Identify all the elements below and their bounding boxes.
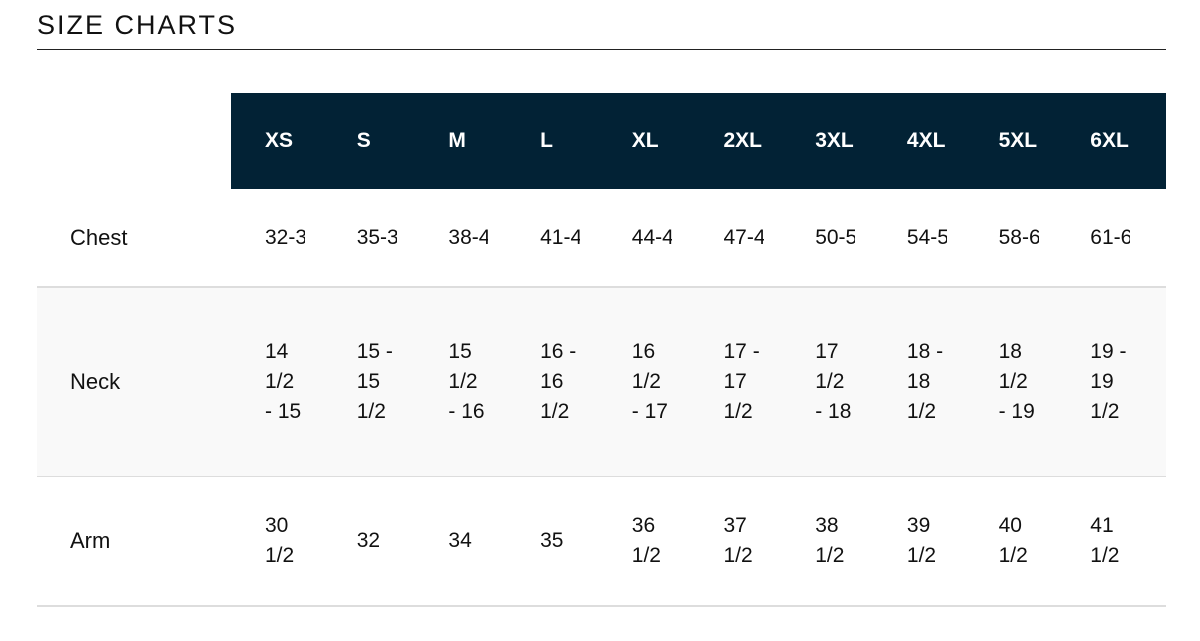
column-header: M (448, 129, 466, 152)
table-cell: 19 - 19 1/2 (1090, 288, 1132, 476)
cell-text: 17 1/2 - 18 (815, 340, 852, 423)
column-header: S (356, 129, 371, 152)
cell-text: 14 1/2 - 15 (265, 340, 302, 423)
cell-text: 32-34 (265, 225, 305, 249)
table-cell: 50-53 (815, 189, 855, 286)
table-cell: 37 1/2 (724, 477, 766, 605)
row-label: Chest (70, 224, 128, 250)
table-cell: 41-43 (540, 189, 580, 286)
cell-text: 50-53 (815, 225, 856, 249)
table-cell: 35 (540, 477, 582, 605)
table-cell: 61-63 (1090, 189, 1130, 286)
cell-text: 17 - 17 1/2 (723, 340, 760, 423)
cell-text: 58-60 (998, 225, 1039, 249)
table-cell: 14 1/2 - 15 (265, 288, 307, 476)
table-cell: 44-46 (632, 189, 672, 286)
column-header: 4XL (906, 129, 946, 152)
cell-text: 41-43 (540, 225, 581, 249)
title-rule (37, 49, 1166, 50)
table-cell: 34 (448, 477, 490, 605)
page-title: SIZE CHARTS (37, 10, 238, 40)
cell-text: 18 - 18 1/2 (906, 340, 944, 423)
cell-text: 15 1/2 - 16 (448, 340, 485, 423)
column-header: XL (631, 129, 659, 152)
table-cell: 41 1/2 (1090, 477, 1132, 605)
column-header: XS (265, 129, 294, 152)
cell-text: 36 1/2 (631, 514, 661, 567)
table-cell: 16 1/2 - 17 (632, 288, 674, 476)
cell-text: 38 1/2 (815, 514, 845, 567)
cell-text: 41 1/2 (1090, 514, 1120, 567)
cell-text: 38-40 (448, 225, 489, 249)
table-row: Arm 30 1/2 32 34 35 36 1/2 37 1/2 38 1/2 39 1/2 4… (37, 477, 1166, 607)
table-cell: 54-57 (907, 189, 947, 286)
cell-text: 32 (356, 529, 381, 552)
table-cell: 17 1/2 - 18 (815, 288, 857, 476)
cell-text: 47-49 (723, 225, 764, 249)
cell-text: 30 1/2 (265, 514, 295, 567)
table-row: Chest 32-34 35-37 38-40 41-43 44-46 47-49 50-53… (37, 189, 1166, 288)
cell-text: 39 1/2 (906, 514, 937, 567)
table-cell: 47-49 (724, 189, 764, 286)
cell-text: 54-57 (906, 225, 947, 249)
column-header: 5XL (998, 129, 1038, 152)
cell-text: 15 - 15 1/2 (356, 340, 393, 423)
cell-text: 35 (540, 529, 564, 552)
table-cell: 32-34 (265, 189, 305, 286)
column-header: 2XL (723, 129, 763, 152)
row-label: Neck (70, 369, 121, 394)
table-cell: 35-37 (357, 189, 397, 286)
cell-text: 44-46 (631, 225, 672, 249)
table-cell: 36 1/2 (632, 477, 674, 605)
table-cell: 39 1/2 (907, 477, 949, 605)
table-cell: 16 - 16 1/2 (540, 288, 582, 476)
cell-text: 16 - 16 1/2 (540, 340, 577, 423)
table-cell: 40 1/2 (999, 477, 1041, 605)
cell-text: 34 (448, 529, 472, 552)
table-cell: 15 1/2 - 16 (448, 288, 490, 476)
cell-text: 40 1/2 (998, 514, 1028, 567)
cell-text: 35-37 (356, 225, 397, 249)
column-header: 6XL (1090, 129, 1129, 152)
table-cell: 15 - 15 1/2 (357, 288, 399, 476)
table-cell: 58-60 (999, 189, 1039, 286)
table-cell: 17 - 17 1/2 (724, 288, 766, 476)
table-cell: 32 (357, 477, 399, 605)
row-label: Arm (70, 528, 111, 553)
table-row: Neck 14 1/2 - 15 15 - 15 1/2 15 1/2 - 16 16 … (37, 288, 1166, 478)
column-header: L (540, 129, 553, 152)
table-cell: 30 1/2 (265, 477, 307, 605)
table-cell: 38 1/2 (815, 477, 857, 605)
table-cell: 18 - 18 1/2 (907, 288, 949, 476)
column-header: 3XL (815, 129, 854, 152)
cell-text: 19 - 19 1/2 (1090, 340, 1127, 423)
cell-text: 37 1/2 (723, 514, 753, 567)
cell-text: 16 1/2 - 17 (631, 340, 668, 423)
table-header: XS S M L XL 2XL 3XL 4XL 5XL 6XL (231, 93, 1166, 189)
table-cell: 38-40 (448, 189, 488, 286)
cell-text: 18 1/2 - 19 (998, 340, 1035, 423)
table-cell: 18 1/2 - 19 (999, 288, 1041, 476)
cell-text: 61-63 (1090, 225, 1131, 249)
